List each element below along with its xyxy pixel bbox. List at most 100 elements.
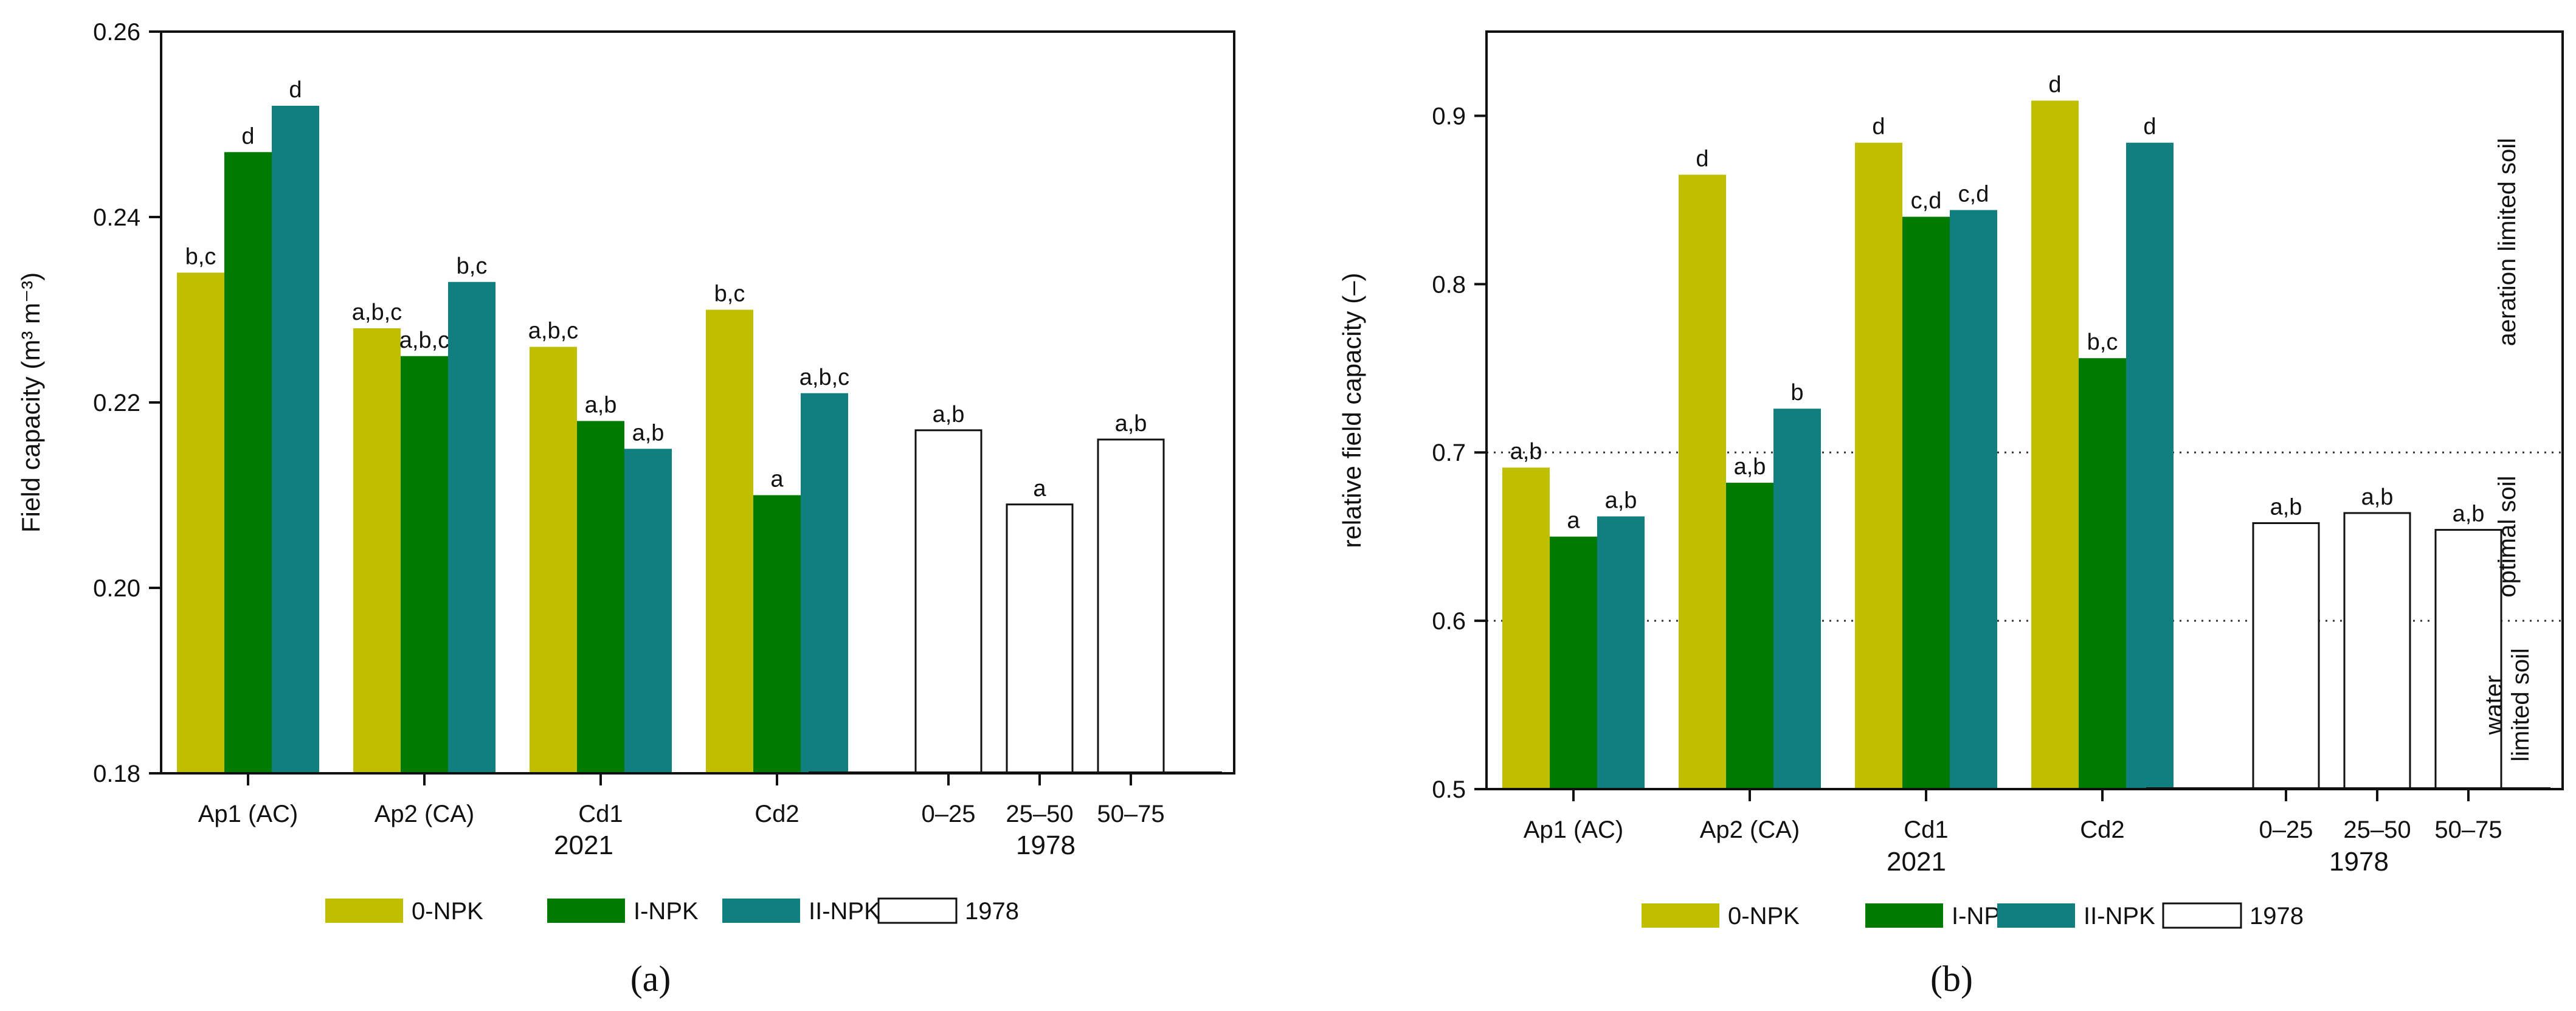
chart-panel-b: a,b a a,b d a,b b d c,d c,d d b,c d a,b a,b a,b 0.5 0.6 0…: [1338, 30, 2564, 999]
bar-II-NPK-Ap2 (CA): [448, 281, 496, 773]
bar-I-NPK-Cd1: [1902, 216, 1950, 790]
group-label-2021: 2021: [1887, 847, 1946, 877]
panel-label: (b): [1930, 959, 1973, 999]
x-tick-label-25–50: 25–50: [1006, 801, 1073, 827]
legend-swatch-1978: [877, 897, 958, 924]
bar-1978-25–50: [2343, 512, 2411, 790]
y-tick-label-0.18: 0.18: [93, 761, 140, 787]
group-label-2021: 2021: [554, 830, 613, 860]
chart-panel-a: b,c d d a,b,c a,b,c b,c a,b,c a,b a,b b,c a a,b,c a,…: [16, 19, 1235, 999]
legend-swatch-I-NPK: [547, 899, 625, 923]
bar-0-NPK-Cd2: [2031, 100, 2079, 790]
x-tick-label-Ap1 (AC): Ap1 (AC): [1524, 816, 1624, 843]
bar-I-NPK-Ap2 (CA): [1726, 483, 1773, 789]
legend-label-I-NPK: I-NPK: [634, 898, 699, 925]
y-tick-label-0.8: 0.8: [1432, 271, 1466, 298]
bar-I-NPK-Ap1 (AC): [1550, 536, 1597, 789]
bar-1978-50–75: [1097, 438, 1165, 775]
legend-swatch-II-NPK: [1997, 903, 2075, 928]
y-tick-label-0.26: 0.26: [93, 19, 140, 46]
zone-label-0-0: aeration limited soil: [2494, 138, 2521, 346]
bar-label-1978-25–50: a,b: [2361, 485, 2394, 510]
group-label-1978: 1978: [2329, 847, 2389, 877]
bar-II-NPK-Cd1: [624, 449, 672, 773]
bar-label-I-NPK-Cd2: b,c: [2087, 330, 2118, 355]
bar-I-NPK-Cd1: [577, 421, 624, 773]
legend-label-1978: 1978: [2250, 903, 2304, 930]
y-tick-label-0.7: 0.7: [1432, 440, 1466, 466]
bar-1978-0–25: [2252, 522, 2320, 790]
bar-label-I-NPK-Ap1 (AC): d: [241, 123, 254, 149]
legend-swatch-II-NPK: [722, 899, 800, 923]
x-tick-label-Ap2 (CA): Ap2 (CA): [375, 801, 475, 827]
x-tick-label-Cd1: Cd1: [1904, 816, 1948, 843]
legend-swatch-1978: [2162, 902, 2242, 929]
zone-label-2-0: water: [2481, 675, 2507, 736]
bar-label-I-NPK-Cd1: a,b: [585, 393, 617, 418]
bar-1978-0–25: [914, 429, 982, 775]
bar-II-NPK-Cd1: [1950, 210, 1997, 790]
bar-label-1978-25–50: a: [1033, 476, 1046, 502]
group-label-1978: 1978: [1016, 830, 1076, 860]
bar-1978-50–75: [2434, 529, 2502, 790]
bar-label-II-NPK-Cd1: a,b: [632, 420, 665, 446]
bar-label-1978-0–25: a,b: [933, 402, 965, 427]
bar-label-II-NPK-Ap2 (CA): b,c: [457, 254, 488, 279]
bar-label-1978-50–75: a,b: [2453, 502, 2485, 527]
x-tick-label-Cd2: Cd2: [2080, 816, 2124, 843]
x-tick-label-Ap1 (AC): Ap1 (AC): [198, 801, 299, 827]
bar-II-NPK-Ap2 (CA): [1773, 409, 1821, 789]
bar-label-I-NPK-Cd2: a: [770, 467, 784, 492]
bar-0-NPK-Cd1: [530, 347, 577, 773]
bar-label-1978-50–75: a,b: [1115, 411, 1147, 436]
bar-label-II-NPK-Ap1 (AC): d: [289, 77, 302, 103]
zone-label-2-1: limited soil: [2507, 648, 2534, 762]
panel-label: (a): [630, 959, 671, 999]
x-tick-label-50–75: 50–75: [1097, 801, 1164, 827]
y-tick-label-0.24: 0.24: [93, 204, 140, 231]
plot-frame: [1485, 30, 2564, 790]
bar-label-1978-0–25: a,b: [2270, 495, 2302, 520]
bar-label-0-NPK-Cd1: a,b,c: [528, 319, 578, 344]
x-tick-label-0–25: 0–25: [922, 801, 976, 827]
bar-II-NPK-Ap1 (AC): [272, 106, 319, 773]
bar-label-0-NPK-Ap2 (CA): a,b,c: [352, 300, 402, 325]
bar-label-0-NPK-Ap1 (AC): a,b: [1510, 439, 1542, 464]
y-tick-label-0.5: 0.5: [1432, 776, 1466, 803]
legend-swatch-I-NPK: [1865, 903, 1943, 928]
y-tick-label-0.9: 0.9: [1432, 103, 1466, 129]
bar-label-0-NPK-Cd2: d: [2048, 72, 2061, 98]
bar-0-NPK-Ap1 (AC): [1502, 468, 1550, 789]
bar-II-NPK-Ap1 (AC): [1597, 516, 1645, 789]
bar-I-NPK-Ap2 (CA): [401, 356, 448, 773]
legend-swatch-0-NPK: [1642, 903, 1719, 928]
bar-label-0-NPK-Ap1 (AC): b,c: [185, 244, 216, 270]
zone-label-1-0: optimal soil: [2494, 476, 2521, 598]
legend-label-II-NPK: II-NPK: [809, 898, 880, 925]
bar-II-NPK-Cd2: [801, 393, 848, 773]
bar-label-0-NPK-Cd1: d: [1872, 114, 1885, 140]
bar-I-NPK-Ap1 (AC): [224, 152, 272, 773]
bar-label-I-NPK-Ap1 (AC): a: [1567, 508, 1580, 534]
x-tick-label-50–75: 50–75: [2434, 816, 2502, 843]
bar-0-NPK-Cd2: [706, 309, 753, 773]
x-tick-label-Cd1: Cd1: [578, 801, 623, 827]
bar-label-II-NPK-Ap2 (CA): b: [1790, 380, 1803, 405]
x-tick-label-Ap2 (CA): Ap2 (CA): [1700, 816, 1800, 843]
bar-label-II-NPK-Cd2: d: [2143, 114, 2156, 140]
bar-label-II-NPK-Ap1 (AC): a,b: [1605, 488, 1637, 513]
bar-label-I-NPK-Ap2 (CA): a,b: [1734, 454, 1766, 480]
bar-0-NPK-Cd1: [1855, 142, 1902, 789]
bar-label-II-NPK-Cd2: a,b,c: [799, 365, 849, 390]
legend-label-II-NPK: II-NPK: [2084, 903, 2155, 930]
bar-0-NPK-Ap2 (CA): [1679, 174, 1726, 789]
legend-swatch-0-NPK: [325, 899, 403, 923]
bar-I-NPK-Cd2: [753, 495, 801, 773]
bar-II-NPK-Cd2: [2126, 142, 2174, 789]
bar-0-NPK-Ap1 (AC): [177, 272, 224, 773]
bar-I-NPK-Cd2: [2079, 358, 2126, 789]
bar-label-0-NPK-Cd2: b,c: [714, 281, 745, 307]
legend-label-0-NPK: 0-NPK: [1728, 903, 1800, 930]
bar-label-I-NPK-Ap2 (CA): a,b,c: [399, 328, 449, 353]
